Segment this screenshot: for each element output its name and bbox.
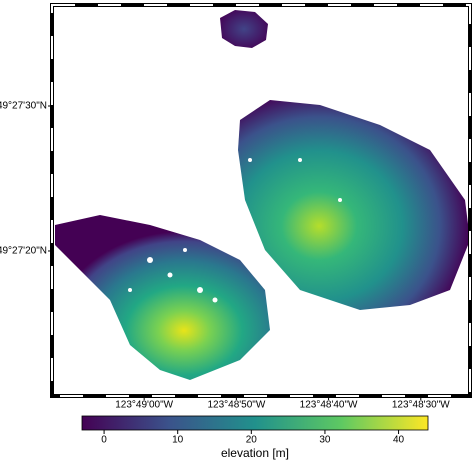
map-frame: [50, 3, 472, 398]
holes: [128, 158, 342, 303]
axis-ticks: 123°49'00"W 123°48'50"W 123°48'40"W 123°48'…: [0, 101, 450, 411]
x-tick-label: 123°48'30"W: [392, 400, 450, 411]
x-tick-label: 123°49'00"W: [115, 400, 173, 411]
y-tick-label: 49°27'30"N: [0, 101, 47, 112]
colorbar-ticks: 0 10 20 30 40: [101, 430, 405, 446]
colorbar: [81, 415, 429, 431]
colorbar-tick-label: 20: [246, 435, 258, 446]
colorbar-tick-label: 10: [172, 435, 184, 446]
y-tick-label: 49°27'20"N: [0, 246, 47, 257]
island-left: [55, 215, 270, 380]
colorbar-tick-label: 0: [101, 435, 107, 446]
x-tick-label: 123°48'40"W: [300, 400, 358, 411]
island-right: [238, 100, 470, 310]
terrain: [55, 10, 470, 380]
colorbar-tick-label: 40: [393, 435, 405, 446]
colorbar-tick-label: 30: [319, 435, 331, 446]
island-top: [220, 10, 268, 48]
colorbar-label: elevation [m]: [221, 446, 289, 460]
x-tick-label: 123°48'50"W: [207, 400, 265, 411]
